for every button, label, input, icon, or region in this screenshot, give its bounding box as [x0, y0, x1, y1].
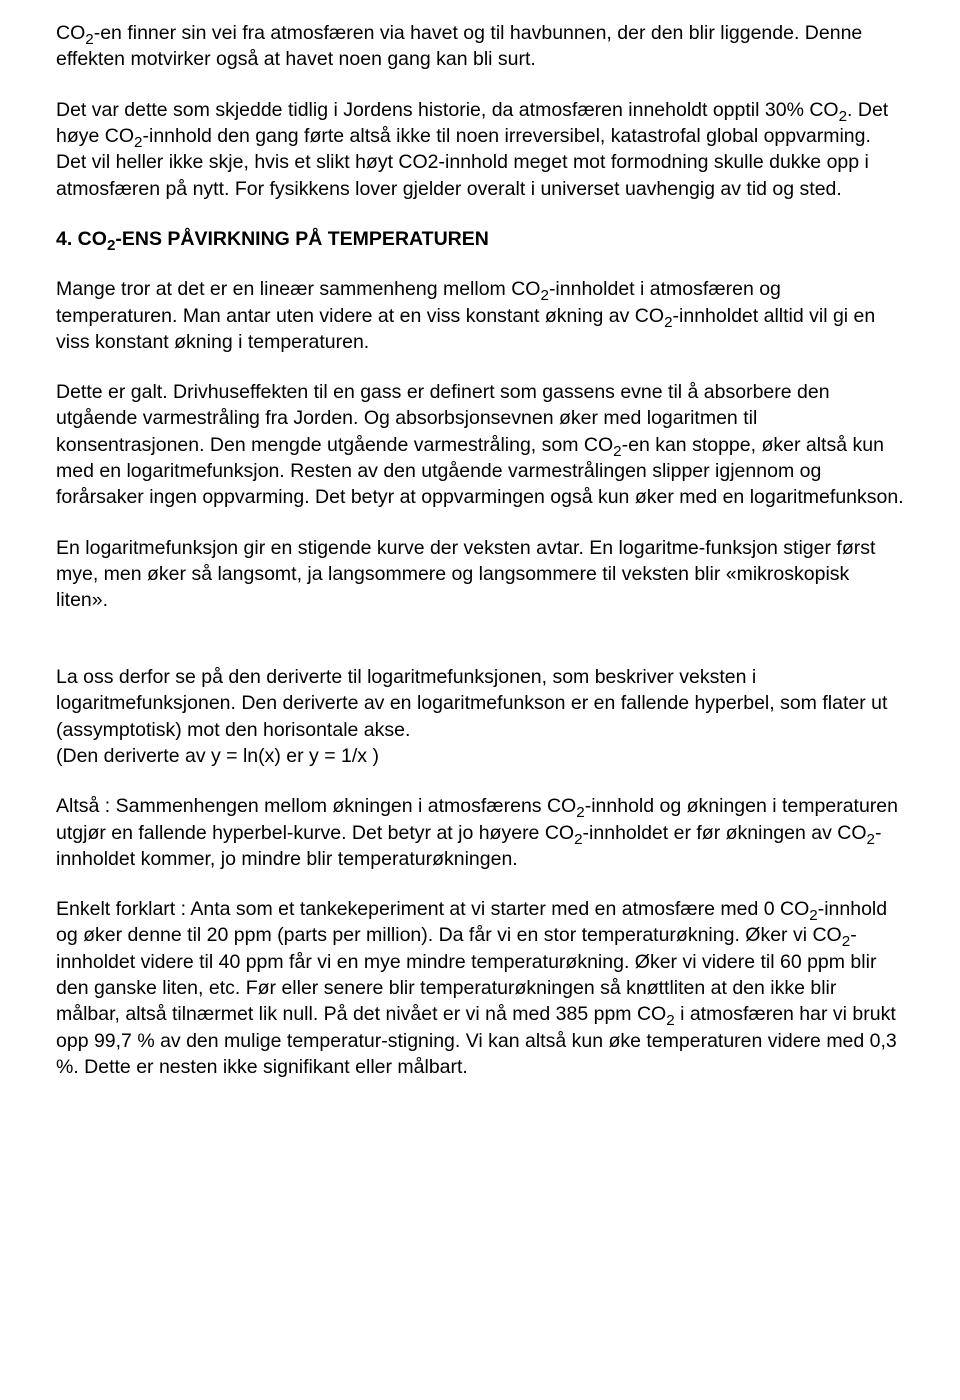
paragraph-1: CO2-en finner sin vei fra atmosfæren via… — [56, 20, 904, 73]
heading-text: -ENS PÅVIRKNING PÅ TEMPERATUREN — [115, 228, 488, 250]
subscript-2: 2 — [664, 313, 672, 330]
paragraph-6: La oss derfor se på den deriverte til lo… — [56, 638, 904, 770]
paragraph-5: En logaritmefunksjon gir en stigende kur… — [56, 535, 904, 614]
subscript-2: 2 — [574, 830, 582, 847]
paragraph-4: Dette er galt. Drivhuseffekten til en ga… — [56, 379, 904, 511]
text: -innholdet er før økningen av CO — [583, 822, 867, 844]
paragraph-8: Enkelt forklart : Anta som et tankekeper… — [56, 896, 904, 1080]
text: -innhold den gang førte altså ikke til n… — [56, 125, 871, 200]
subscript-2: 2 — [867, 830, 875, 847]
text: CO — [56, 22, 85, 44]
text: Altså : Sammenhengen mellom økningen i a… — [56, 795, 576, 817]
subscript-2: 2 — [839, 108, 847, 125]
section-heading-4: 4. CO2-ENS PÅVIRKNING PÅ TEMPERATUREN — [56, 226, 904, 252]
paragraph-2: Det var dette som skjedde tidlig i Jorde… — [56, 97, 904, 202]
text: En logaritmefunksjon gir en stigende kur… — [56, 537, 875, 612]
document-page: CO2-en finner sin vei fra atmosfæren via… — [0, 0, 960, 1400]
paragraph-3: Mange tror at det er en lineær sammenhen… — [56, 276, 904, 355]
subscript-2: 2 — [134, 134, 142, 151]
subscript-2: 2 — [576, 804, 584, 821]
text: -en finner sin vei fra atmosfæren via ha… — [56, 22, 862, 70]
subscript-2: 2 — [85, 31, 93, 48]
text: Enkelt forklart : Anta som et tankekeper… — [56, 898, 809, 920]
text: La oss derfor se på den deriverte til lo… — [56, 666, 887, 767]
heading-text: 4. CO — [56, 228, 107, 250]
subscript-2: 2 — [613, 443, 621, 460]
subscript-2: 2 — [540, 287, 548, 304]
subscript-2: 2 — [809, 907, 817, 924]
paragraph-7: Altså : Sammenhengen mellom økningen i a… — [56, 793, 904, 872]
subscript-2: 2 — [842, 933, 850, 950]
text: Det var dette som skjedde tidlig i Jorde… — [56, 99, 839, 121]
subscript-2: 2 — [666, 1012, 674, 1029]
text: Mange tror at det er en lineær sammenhen… — [56, 278, 540, 300]
